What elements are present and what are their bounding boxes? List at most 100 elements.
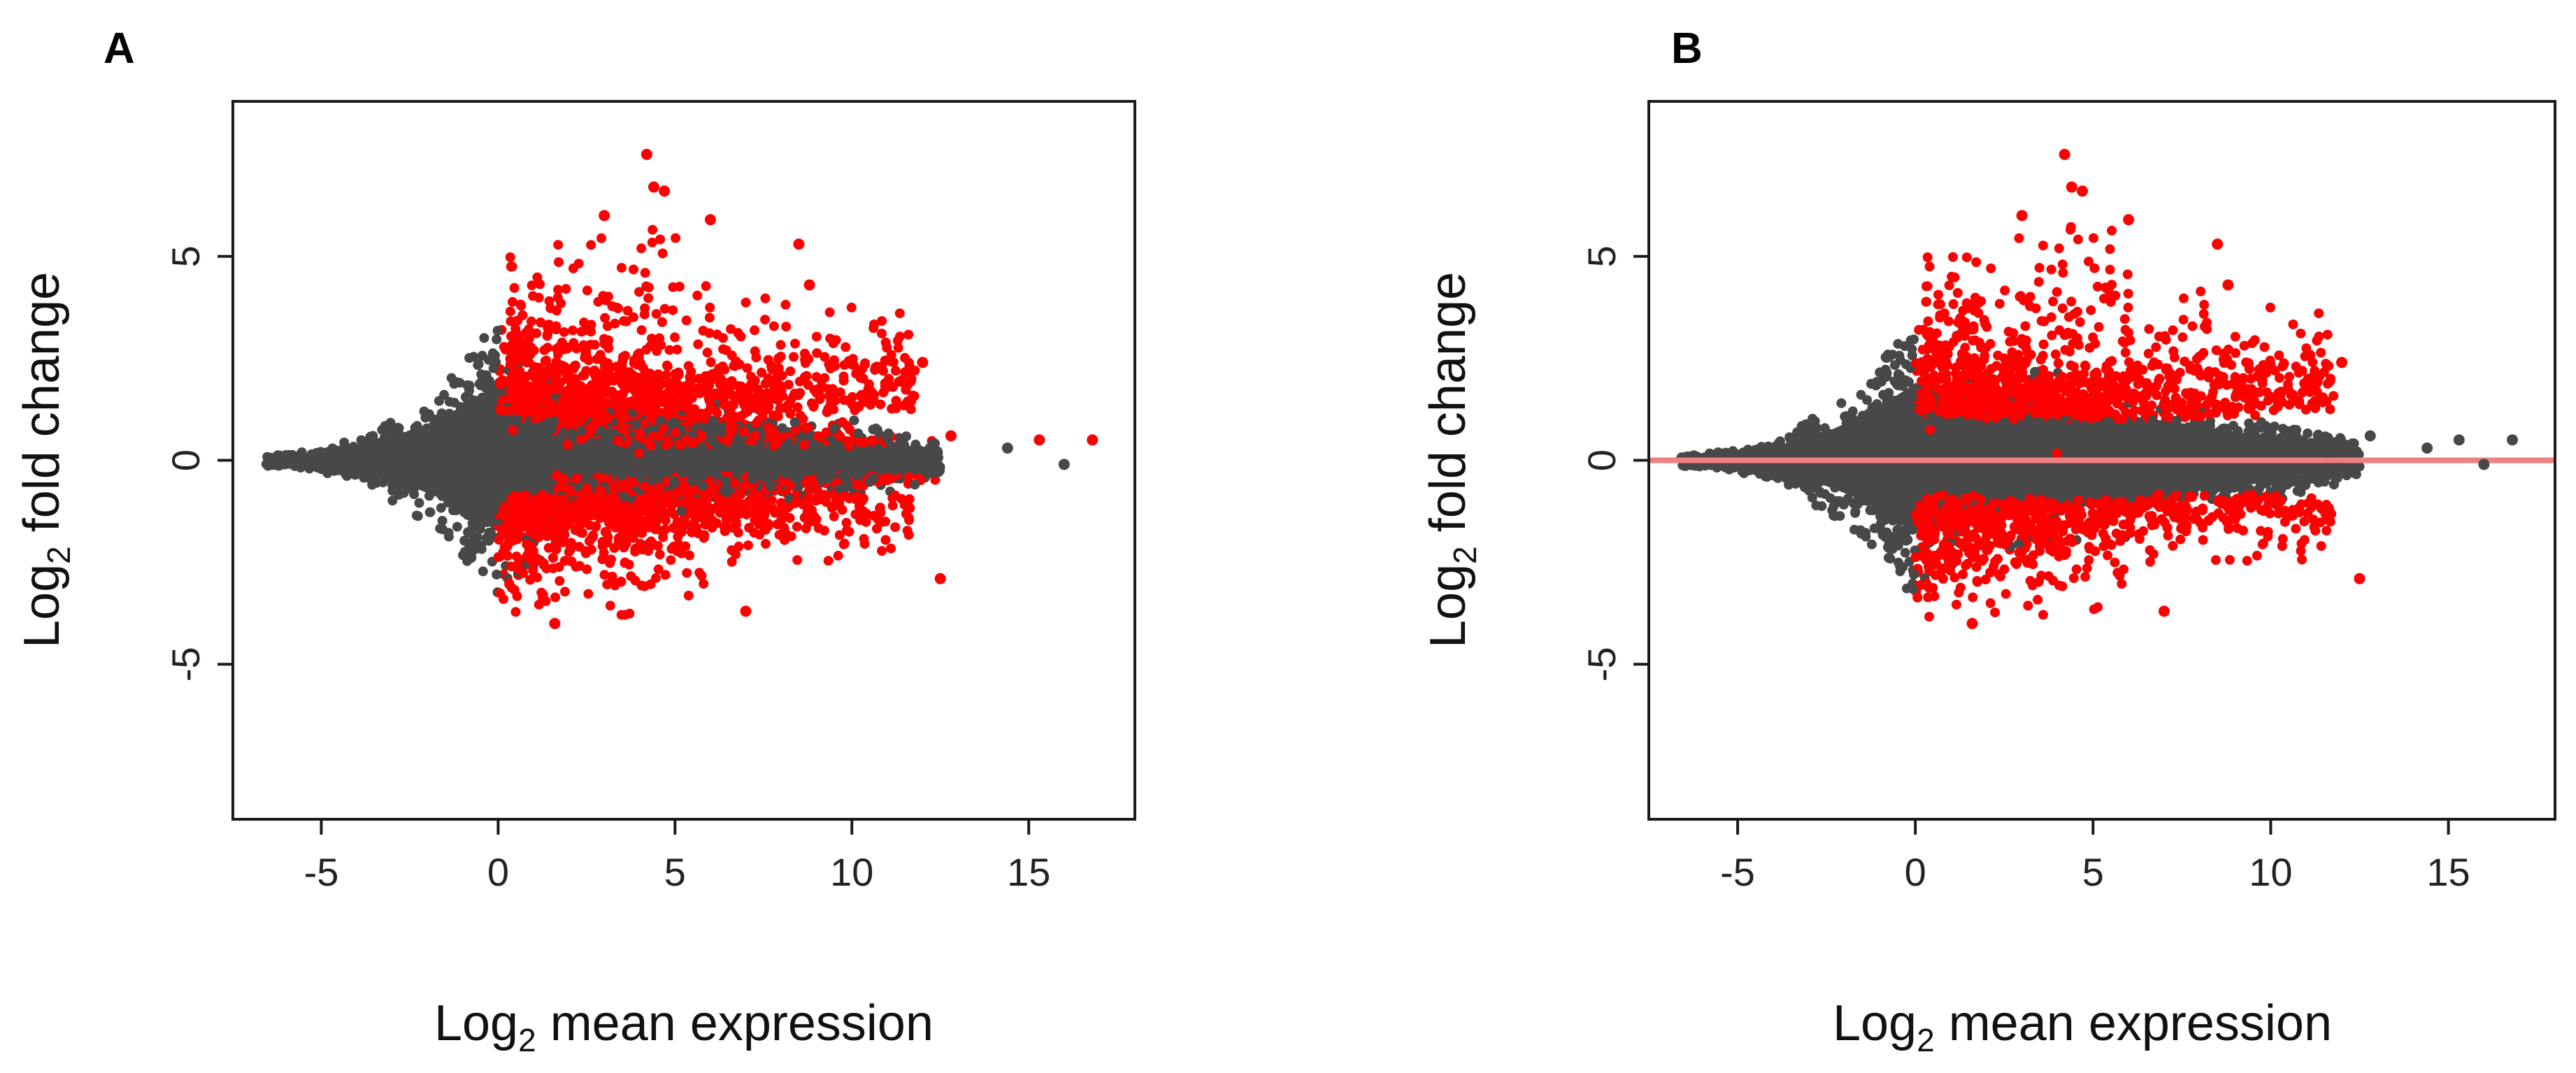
scatter-point [557, 482, 567, 492]
scatter-point [479, 482, 489, 492]
scatter-point [492, 326, 503, 336]
scatter-point [670, 332, 680, 343]
scatter-point [545, 478, 556, 489]
panel-label-a: A [103, 24, 135, 73]
scatter-point [464, 380, 475, 391]
scatter-point [641, 497, 651, 507]
scatter-point [437, 516, 448, 526]
scatter-point [510, 607, 521, 617]
scatter-point [780, 468, 790, 479]
scatter-point [662, 463, 672, 473]
scatter-point [407, 441, 417, 452]
scatter-point [836, 449, 847, 460]
scatter-point [626, 370, 636, 381]
scatter-point [721, 476, 731, 487]
scatter-point [496, 461, 506, 472]
scatter-point [320, 465, 330, 475]
scatter-point [475, 519, 486, 530]
scatter-point [480, 381, 491, 391]
scatter-point [895, 331, 905, 342]
scatter-point [407, 484, 417, 494]
scatter-point [466, 450, 477, 461]
scatter-point [579, 411, 589, 422]
scatter-point [458, 449, 468, 460]
scatter-point [382, 445, 392, 456]
scatter-point [738, 426, 749, 437]
scatter-point [821, 427, 831, 438]
scatter-point [750, 461, 760, 472]
scatter-point [789, 445, 799, 455]
scatter-point [679, 480, 689, 491]
scatter-point [763, 422, 773, 433]
scatter-point [341, 462, 351, 473]
scatter-point [352, 447, 362, 457]
scatter-point [605, 558, 615, 568]
scatter-point [903, 472, 914, 482]
scatter-point [697, 442, 708, 452]
scatter-point [887, 445, 897, 455]
scatter-point [770, 470, 780, 481]
scatter-point [692, 290, 703, 301]
scatter-point [710, 440, 721, 450]
scatter-point [666, 453, 677, 463]
scatter-point [638, 419, 649, 430]
scatter-point [492, 428, 501, 438]
scatter-point [382, 459, 393, 469]
scatter-point [698, 470, 708, 481]
scatter-point [673, 489, 683, 499]
scatter-point [476, 369, 487, 380]
scatter-point [397, 466, 408, 477]
scatter-point [771, 453, 782, 463]
scatter-point [469, 403, 480, 413]
scatter-point [813, 431, 823, 441]
scatter-point [735, 466, 745, 476]
scatter-point [512, 416, 522, 426]
scatter-point [318, 452, 329, 463]
scatter-point [829, 424, 839, 434]
scatter-point [661, 440, 671, 450]
scatter-point [711, 469, 722, 480]
scatter-point [437, 491, 448, 501]
scatter-point [852, 480, 863, 490]
scatter-point [600, 527, 610, 537]
scatter-point [492, 569, 502, 579]
scatter-point [547, 463, 557, 473]
scatter-point [622, 503, 632, 514]
scatter-point [790, 338, 800, 349]
scatter-point [266, 453, 276, 463]
scatter-point [930, 475, 940, 485]
scatter-point [696, 431, 706, 441]
scatter-point [792, 402, 803, 412]
scatter-point [725, 427, 736, 438]
scatter-point [551, 470, 561, 480]
scatter-point [489, 505, 499, 515]
scatter-point [640, 481, 650, 491]
scatter-point [571, 409, 582, 419]
scatter-point [835, 484, 845, 494]
scatter-point [865, 460, 875, 470]
scatter-point [488, 388, 499, 398]
scatter-point [652, 466, 663, 477]
scatter-point [638, 505, 649, 516]
scatter-point [785, 481, 795, 491]
scatter-point [761, 447, 771, 458]
scatter-point [846, 461, 857, 472]
scatter-point [707, 461, 717, 472]
scatter-point [596, 233, 606, 243]
scatter-point [595, 415, 606, 426]
scatter-point [411, 510, 422, 521]
scatter-point [476, 410, 487, 420]
scatter-point [563, 447, 573, 457]
scatter-point [593, 470, 603, 481]
scatter-point [452, 442, 463, 452]
scatter-point [846, 302, 857, 312]
scatter-point [604, 518, 615, 528]
scatter-point [868, 435, 878, 446]
scatter-point [724, 460, 735, 470]
scatter-point [738, 482, 749, 492]
scatter-point [473, 426, 484, 437]
scatter-point [263, 461, 273, 471]
scatter-point [356, 435, 366, 445]
scatter-point [829, 511, 839, 521]
scatter-point [603, 413, 614, 424]
